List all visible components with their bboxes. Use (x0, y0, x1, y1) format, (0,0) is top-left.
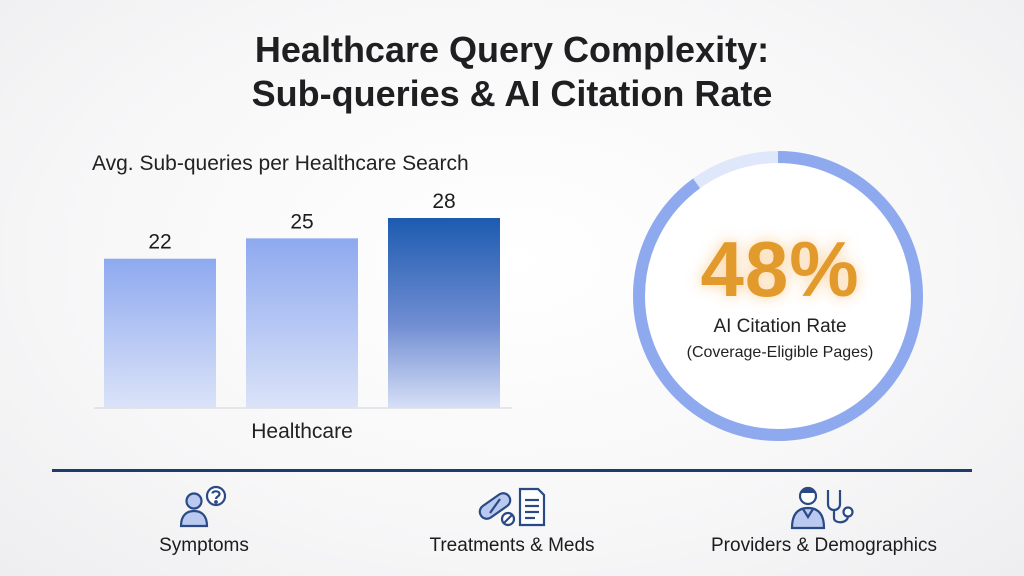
category-label-treatments: Treatments & Meds (429, 535, 595, 556)
title-line-1: Healthcare Query Complexity: (254, 29, 770, 70)
citation-rate-label: AI Citation Rate (713, 316, 847, 337)
chart-title: Healthcare Query Complexity: Sub-queries… (0, 28, 1024, 116)
bar-value-label-1: 22 (148, 231, 171, 254)
person-question-icon (54, 485, 354, 529)
bar-2 (246, 238, 358, 408)
bar-value-label-3: 28 (432, 190, 455, 213)
citation-rate-value: 48% (700, 225, 860, 313)
category-symptoms: Symptoms (54, 485, 354, 557)
doctor-stethoscope-icon (674, 485, 974, 530)
bar-3 (388, 218, 500, 408)
category-label-symptoms: Symptoms (159, 535, 249, 556)
donut-arc (633, 151, 923, 441)
category-treatments: Treatments & Meds (362, 485, 662, 557)
bar-chart-title: Avg. Sub-queries per Healthcare Search (92, 152, 469, 175)
category-providers: Providers & Demographics (674, 485, 974, 557)
bar-value-label-2: 25 (290, 210, 313, 233)
bar-1 (104, 258, 216, 408)
category-label-providers: Providers & Demographics (711, 535, 937, 556)
bar-chart-xlabel: Healthcare (251, 420, 353, 443)
citation-rate-sublabel: (Coverage-Eligible Pages) (686, 344, 874, 361)
title-line-2: Sub-queries & AI Citation Rate (251, 73, 773, 114)
pill-document-icon (362, 485, 662, 529)
section-divider (52, 469, 972, 472)
